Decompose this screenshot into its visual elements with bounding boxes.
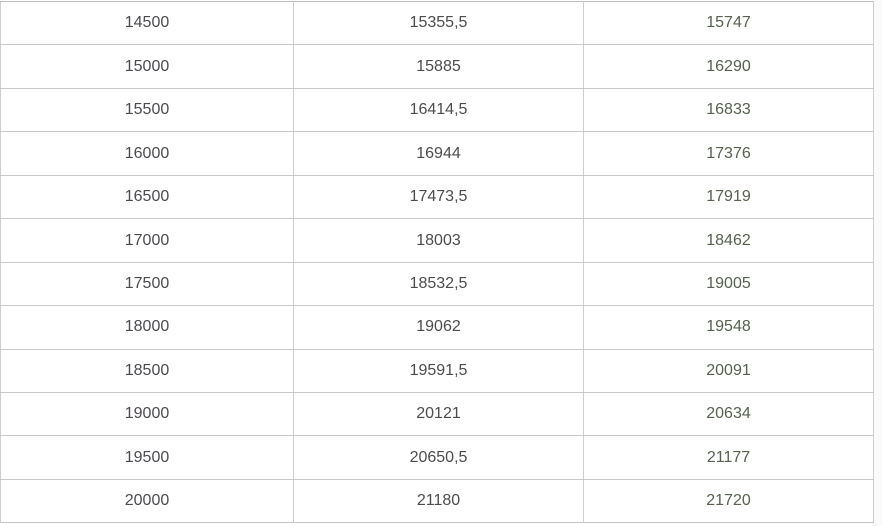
table-cell-col2: 19591,5 — [293, 348, 584, 393]
table-cell-col3: 21177 — [583, 435, 874, 480]
table-cell-col2: 15355,5 — [293, 0, 584, 46]
table-cell-col1: 15500 — [0, 87, 294, 133]
table-cell-col2: 18532,5 — [293, 261, 584, 307]
table-cell-col3: 19005 — [583, 261, 874, 307]
table-row: 16500 17473,5 17919 — [0, 174, 874, 220]
table-cell-col2: 18003 — [293, 218, 584, 263]
table-cell-col3: 20091 — [583, 348, 874, 393]
table-cell-col1: 16500 — [0, 174, 294, 220]
table-cell-col1: 20000 — [0, 478, 294, 524]
table-cell-col1: 18000 — [0, 305, 294, 350]
table-row: 20000 21180 21720 — [0, 478, 874, 524]
table-cell-col1: 15000 — [0, 44, 294, 89]
table-cell-col3: 19548 — [583, 305, 874, 350]
table-cell-col3: 17376 — [583, 131, 874, 176]
table-cell-col2: 17473,5 — [293, 174, 584, 220]
table-row: 18500 19591,5 20091 — [0, 348, 874, 393]
table-row: 19000 20121 20634 — [0, 391, 874, 437]
table-cell-col2: 15885 — [293, 44, 584, 89]
table-cell-col3: 17919 — [583, 174, 874, 220]
table-cell-col3: 15747 — [583, 0, 874, 46]
table-cell-col2: 19062 — [293, 305, 584, 350]
table-cell-col2: 20650,5 — [293, 435, 584, 480]
table-cell-col1: 19000 — [0, 391, 294, 437]
table-row: 16000 16944 17376 — [0, 131, 874, 176]
table-cell-col3: 16290 — [583, 44, 874, 89]
table-row: 15500 16414,5 16833 — [0, 87, 874, 133]
table-cell-col3: 21720 — [583, 478, 874, 524]
table-cell-col2: 16414,5 — [293, 87, 584, 133]
table-cell-col3: 18462 — [583, 218, 874, 263]
table-cell-col2: 20121 — [293, 391, 584, 437]
table-cell-col2: 16944 — [293, 131, 584, 176]
table-cell-col3: 20634 — [583, 391, 874, 437]
table-row: 18000 19062 19548 — [0, 305, 874, 350]
table-cell-col1: 16000 — [0, 131, 294, 176]
table-row: 15000 15885 16290 — [0, 44, 874, 89]
table-cell-col1: 19500 — [0, 435, 294, 480]
table-row: 19500 20650,5 21177 — [0, 435, 874, 480]
table-row: 14500 15355,5 15747 — [0, 0, 874, 46]
table-cell-col1: 14500 — [0, 0, 294, 46]
table-cell-col2: 21180 — [293, 478, 584, 524]
table-cell-col3: 16833 — [583, 87, 874, 133]
table-cell-col1: 17500 — [0, 261, 294, 307]
table-cell-col1: 18500 — [0, 348, 294, 393]
page-right-gutter — [873, 0, 882, 526]
table-row: 17500 18532,5 19005 — [0, 261, 874, 307]
table-cell-col1: 17000 — [0, 218, 294, 263]
table-row: 17000 18003 18462 — [0, 218, 874, 263]
